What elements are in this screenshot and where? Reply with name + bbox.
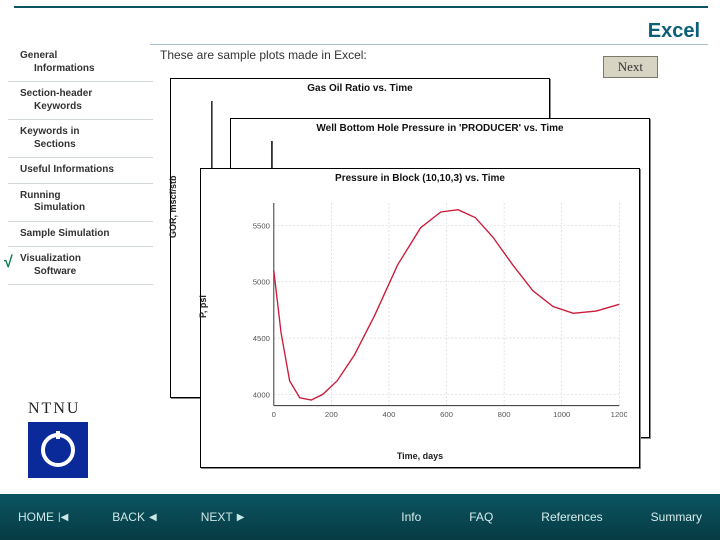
nav-label: NEXT (201, 510, 233, 524)
checkmark-icon: √ (4, 253, 13, 273)
svg-text:4000: 4000 (253, 390, 270, 399)
footer-link-references[interactable]: References (541, 510, 602, 524)
footer: HOME |◀ BACK ◀ NEXT ▶ Info FAQ References Sum… (0, 494, 720, 540)
sidebar-item-line1: Useful Informations (20, 164, 114, 175)
nav-next[interactable]: NEXT ▶ (201, 510, 245, 524)
sidebar-item-1[interactable]: Section-header Keywords (8, 82, 153, 120)
ntnu-logo-icon (28, 422, 88, 478)
chart-title: Gas Oil Ratio vs. Time (171, 79, 549, 94)
sidebar-item-4[interactable]: RunningSimulation (8, 184, 153, 222)
sidebar-item-line2: Sections (20, 139, 149, 152)
sidebar-item-line1: Section-header (20, 88, 92, 99)
chart-y-label: GOR, mscf/stb (168, 175, 178, 238)
sidebar-item-line1: Visualization (20, 253, 81, 264)
sidebar-item-0[interactable]: General Informations (8, 44, 153, 82)
chart-title: Pressure in Block (10,10,3) vs. Time (201, 169, 639, 184)
header-underline (150, 44, 708, 45)
nav-back[interactable]: BACK ◀ (112, 510, 156, 524)
nav-glyph-icon: |◀ (58, 512, 68, 523)
chart-svg: 0 200 400 600 800 1000 1200 4000 4500 5000 5500 (241, 191, 627, 435)
nav-label: BACK (112, 510, 145, 524)
nav-glyph-icon: ▶ (237, 512, 245, 523)
svg-text:4500: 4500 (253, 334, 270, 343)
plot-area: 0 200 400 600 800 1000 1200 4000 4500 5000 5500 (241, 191, 627, 435)
sidebar-item-3[interactable]: Useful Informations (8, 158, 153, 184)
sidebar-item-line1: Sample Simulation (20, 228, 109, 239)
sidebar-item-line1: Keywords in (20, 126, 79, 137)
next-button[interactable]: Next (603, 56, 658, 78)
sidebar-item-5[interactable]: Sample Simulation (8, 222, 153, 248)
footer-link-faq[interactable]: FAQ (469, 510, 493, 524)
svg-text:800: 800 (498, 410, 511, 419)
sidebar-item-line2: Simulation (20, 202, 149, 215)
footer-nav: HOME |◀ BACK ◀ NEXT ▶ (18, 510, 244, 524)
svg-text:400: 400 (383, 410, 396, 419)
chart-x-label: Time, days (201, 451, 639, 461)
ntnu-text: NTNU (28, 400, 128, 418)
svg-text:1200: 1200 (611, 410, 627, 419)
chart-title: Well Bottom Hole Pressure in 'PRODUCER' … (231, 119, 649, 134)
nav-glyph-icon: ◀ (149, 512, 157, 523)
footer-links: Info FAQ References Summary (401, 510, 702, 524)
svg-text:200: 200 (325, 410, 338, 419)
sidebar-item-line1: Running (20, 190, 61, 201)
nav-home[interactable]: HOME |◀ (18, 510, 68, 524)
svg-text:5500: 5500 (253, 221, 270, 230)
svg-text:600: 600 (440, 410, 453, 419)
page-title: Excel (648, 20, 700, 43)
sidebar-item-line2: Keywords (20, 101, 149, 114)
sidebar-item-line2: Informations (20, 63, 149, 76)
footer-link-summary[interactable]: Summary (651, 510, 702, 524)
svg-text:1000: 1000 (553, 410, 570, 419)
logo-block: NTNU (28, 400, 128, 478)
charts-stage: Gas Oil Ratio vs. Time GOR, mscf/stb Wel… (170, 78, 670, 478)
sidebar: General Informations Section-header Keyword… (8, 44, 153, 285)
chart-pressure-block: Pressure in Block (10,10,3) vs. Time P, … (200, 168, 640, 468)
sidebar-item-line2: Software (20, 266, 149, 279)
chart-y-label: P, psi (198, 295, 208, 318)
svg-text:0: 0 (272, 410, 276, 419)
footer-link-info[interactable]: Info (401, 510, 421, 524)
sidebar-item-line1: General (20, 50, 57, 61)
top-rule (14, 6, 708, 8)
nav-label: HOME (18, 510, 54, 524)
sidebar-item-2[interactable]: Keywords in Sections (8, 120, 153, 158)
svg-text:5000: 5000 (253, 278, 270, 287)
sidebar-item-6[interactable]: √VisualizationSoftware (8, 247, 153, 285)
